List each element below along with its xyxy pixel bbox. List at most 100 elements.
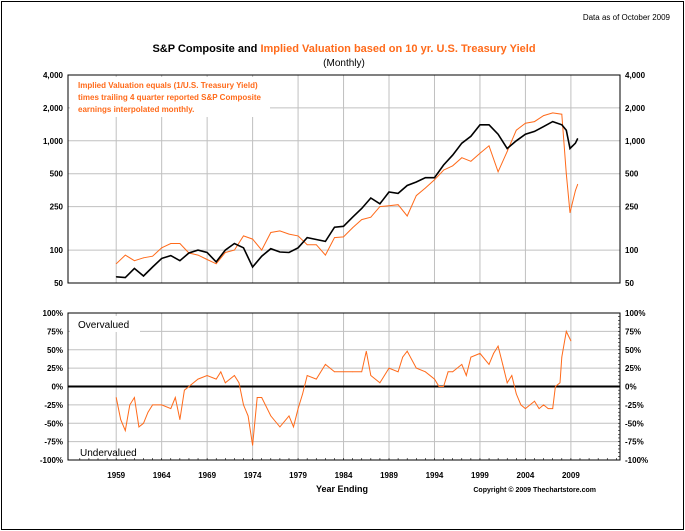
y-tick-label-left: 2,000: [43, 104, 64, 113]
data-point: [206, 252, 208, 253]
data-point: [184, 389, 185, 391]
data-point: [388, 205, 390, 207]
data-point: [270, 232, 272, 233]
data-point: [288, 233, 290, 235]
data-point: [452, 165, 454, 167]
data-point: [352, 216, 354, 218]
y-tick-label-left: -100%: [40, 456, 63, 465]
data-point: [570, 340, 572, 342]
data-point: [470, 135, 472, 137]
data-point: [565, 330, 567, 332]
data-point: [559, 382, 561, 384]
data-point: [515, 129, 517, 131]
data-point: [452, 154, 454, 156]
data-point: [324, 241, 326, 242]
data-point: [261, 255, 263, 257]
y-tick-label-right: 4,000: [625, 71, 646, 80]
x-tick-label: 1959: [107, 471, 125, 480]
data-point: [575, 142, 576, 144]
data-point: [502, 364, 504, 365]
data-point: [161, 247, 163, 249]
data-point: [415, 195, 417, 197]
data-point: [243, 404, 244, 406]
y-tick-label-left: 50: [54, 279, 63, 288]
undervalued-label: Undervalued: [80, 448, 137, 459]
data-point: [147, 411, 149, 413]
data-point: [447, 371, 449, 373]
data-point: [124, 277, 126, 279]
y-tick-label-left: 25%: [47, 364, 63, 373]
data-point: [297, 408, 299, 409]
data-point: [361, 219, 363, 221]
data-point: [238, 382, 240, 384]
data-point: [279, 251, 281, 253]
data-point: [243, 235, 244, 237]
x-tick-label: 2009: [562, 471, 580, 480]
data-point: [406, 185, 408, 186]
annotation-background: [70, 77, 270, 117]
data-point: [569, 212, 571, 214]
y-tick-label-right: 2,000: [625, 104, 646, 113]
data-point: [534, 400, 535, 402]
data-point: [352, 227, 354, 229]
annotation-line: Implied Valuation equals (1/U.S. Treasur…: [78, 81, 258, 90]
x-tick-label: 1994: [426, 471, 444, 480]
data-point: [343, 225, 344, 227]
data-point: [315, 244, 317, 246]
data-point: [443, 386, 444, 387]
x-tick-label: 2004: [517, 471, 535, 480]
y-tick-label-right: -75%: [625, 438, 644, 447]
data-point: [497, 171, 499, 173]
y-tick-label-right: 25%: [625, 364, 641, 373]
data-point: [461, 142, 463, 144]
data-point: [434, 179, 435, 181]
y-tick-label-right: 250: [625, 203, 639, 212]
data-point: [234, 375, 235, 376]
data-point: [577, 138, 579, 139]
data-point: [561, 124, 563, 126]
data-point: [534, 121, 535, 122]
y-tick-label-right: 50: [625, 279, 634, 288]
y-tick-label-left: -50%: [44, 419, 63, 428]
data-point: [497, 133, 499, 135]
data-point: [143, 275, 144, 277]
data-point: [534, 130, 535, 132]
data-point: [470, 160, 472, 162]
chart-title: S&P Composite and Implied Valuation base…: [152, 43, 535, 55]
data-point: [170, 408, 172, 409]
data-point: [488, 124, 490, 126]
data-point: [561, 113, 563, 115]
data-point: [220, 371, 222, 373]
data-point: [124, 254, 126, 256]
y-tick-label-right: -50%: [625, 419, 644, 428]
data-point: [297, 247, 299, 249]
data-point: [525, 408, 526, 409]
data-point: [215, 261, 217, 263]
data-point: [379, 203, 381, 205]
data-point: [515, 140, 517, 142]
data-point: [443, 164, 444, 166]
data-point: [434, 378, 435, 380]
y-tick-label-left: 75%: [47, 327, 63, 336]
data-point: [115, 276, 117, 278]
y-tick-label-right: 0%: [625, 383, 637, 392]
series-line-implied-valuation: [115, 112, 579, 265]
data-point: [402, 356, 404, 358]
bottom-panel: 1959 1964 1969 1974 1979 1984 1989 1994 1999 2004…: [40, 309, 648, 480]
data-point: [470, 356, 472, 358]
y-tick-label-right: 500: [625, 170, 639, 179]
data-point: [561, 356, 563, 358]
data-point: [461, 157, 463, 159]
data-point: [479, 124, 481, 126]
data-point: [379, 206, 381, 208]
data-point: [365, 350, 367, 352]
data-point: [334, 237, 335, 239]
data-point: [306, 375, 308, 376]
data-point: [461, 364, 463, 365]
data-point: [261, 397, 263, 398]
x-tick-label: 1964: [153, 471, 171, 480]
data-point: [133, 397, 135, 398]
data-point: [138, 426, 140, 428]
data-point: [174, 397, 176, 398]
